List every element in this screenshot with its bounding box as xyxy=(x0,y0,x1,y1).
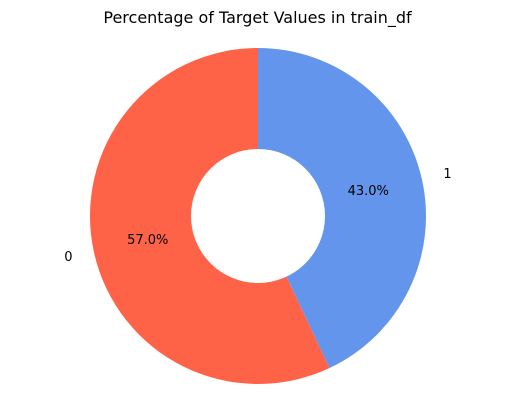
percent-label-1: 43.0% xyxy=(348,184,389,199)
percent-label-0: 57.0% xyxy=(127,233,168,248)
labels-group: 57.0% 0 43.0% 1 xyxy=(64,167,451,265)
slice-1 xyxy=(258,48,427,369)
chart-title: Percentage of Target Values in train_df xyxy=(103,8,412,28)
donut-hole xyxy=(191,149,325,283)
category-label-1: 1 xyxy=(443,167,451,182)
category-label-0: 0 xyxy=(64,250,72,265)
